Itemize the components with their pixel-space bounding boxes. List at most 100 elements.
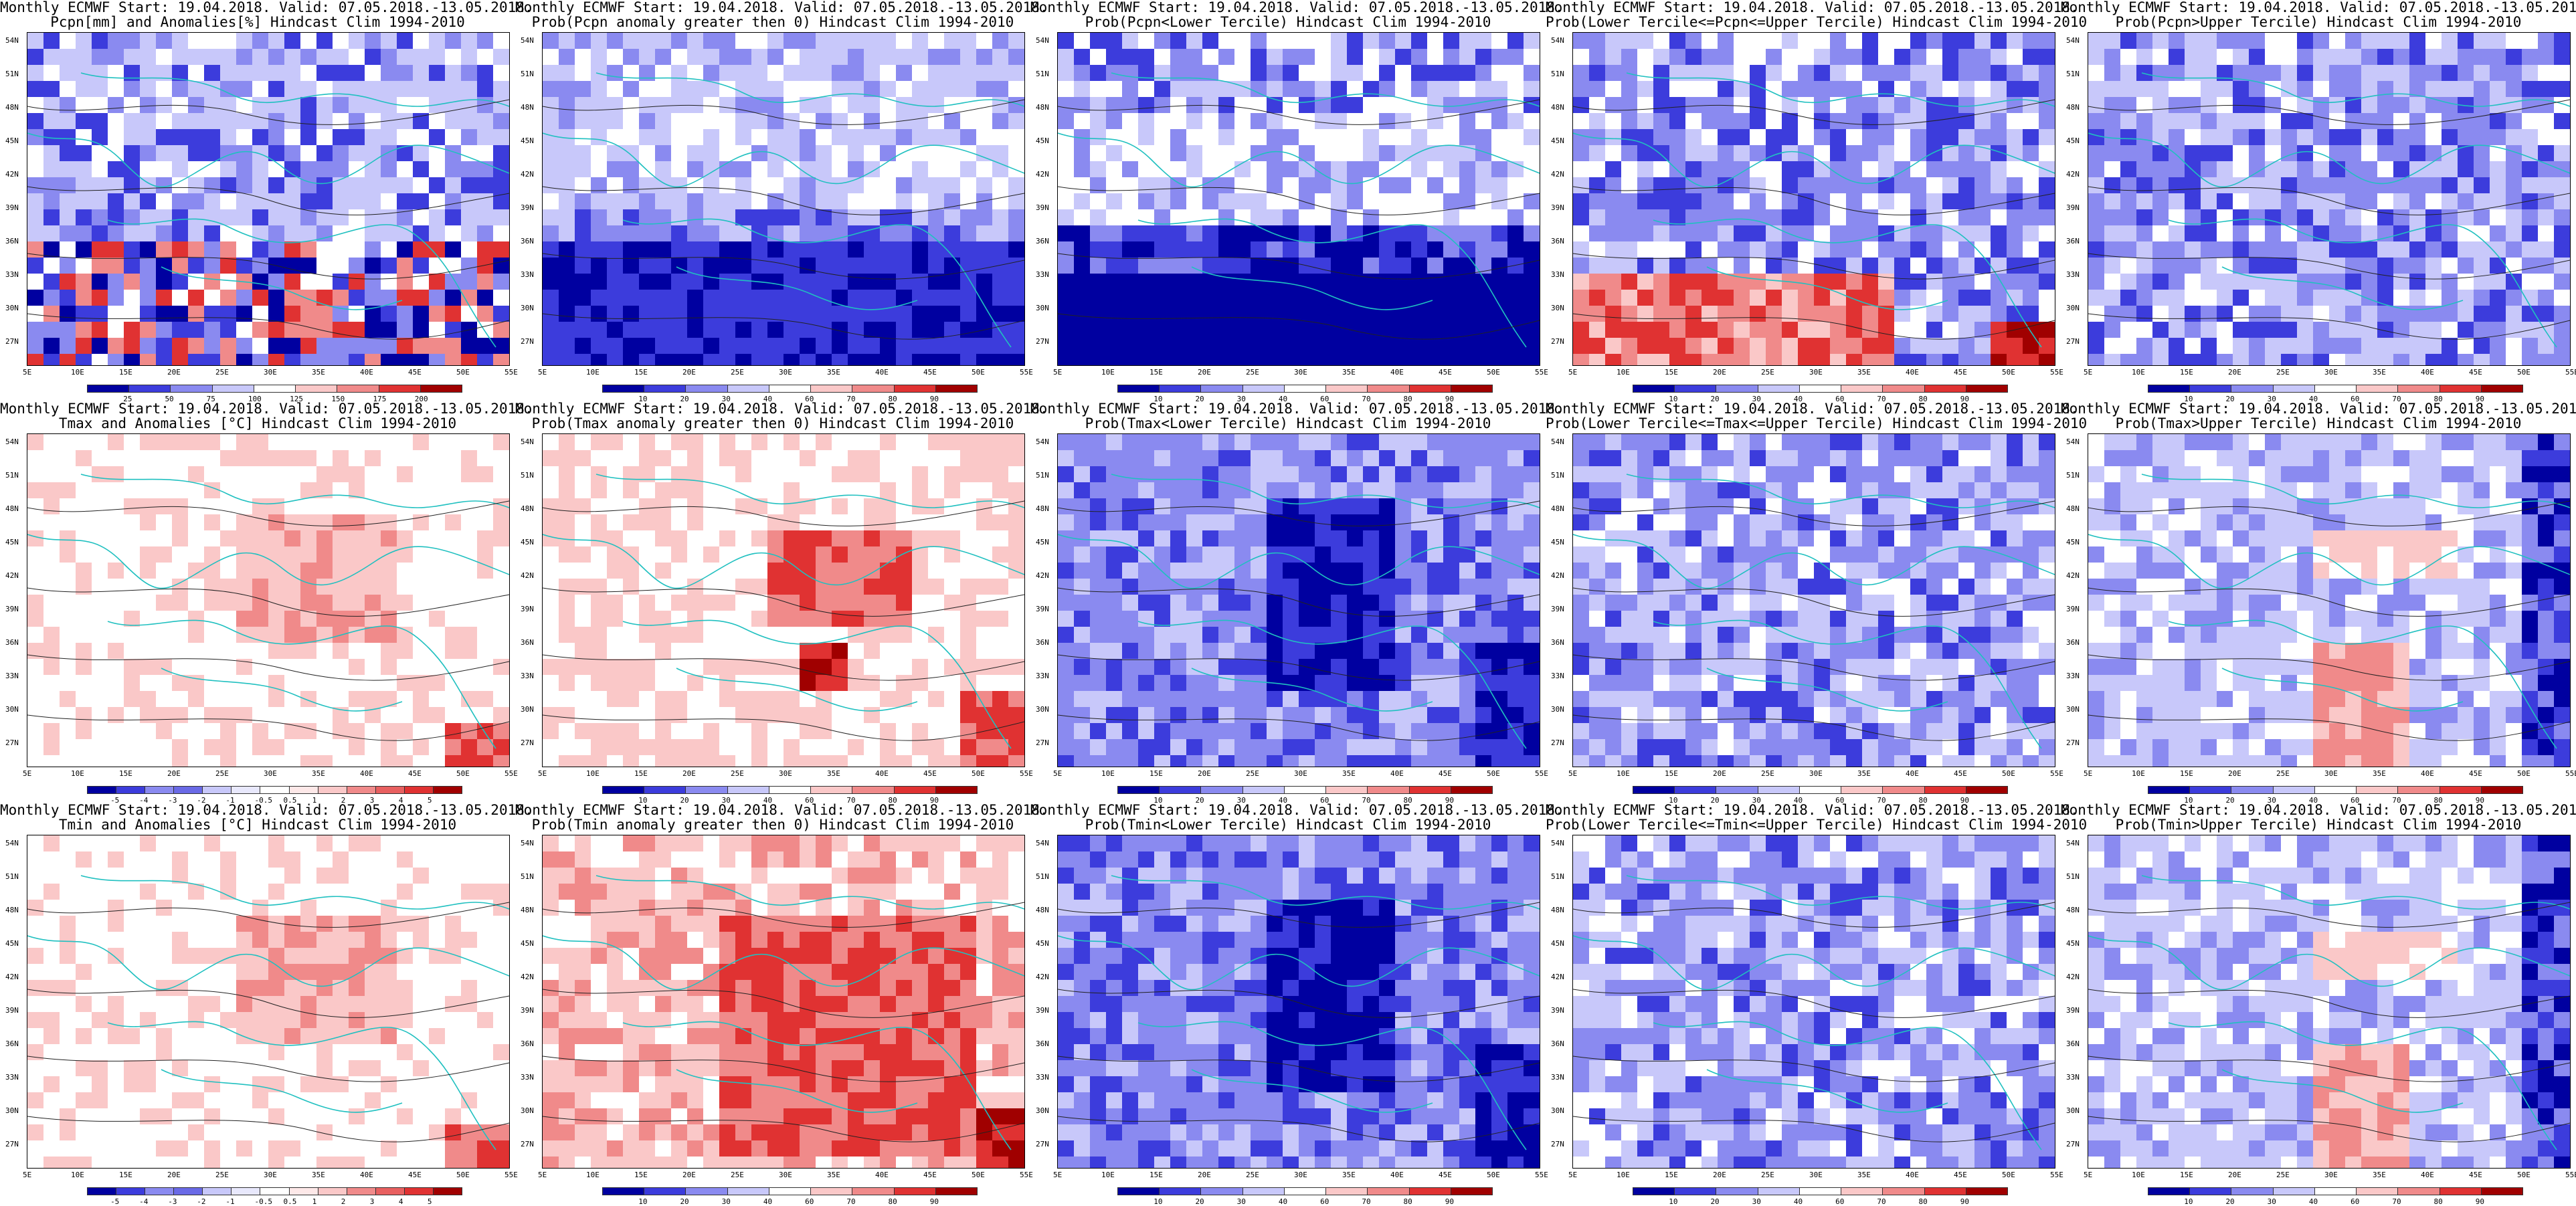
field-cell — [880, 466, 897, 483]
field-cell — [397, 81, 413, 98]
field-cell — [1186, 49, 1203, 66]
field-cell — [445, 338, 462, 355]
colorbar-label: 10 — [2184, 395, 2193, 403]
field-cell — [316, 739, 333, 756]
field-cell — [140, 129, 157, 146]
field-cell — [2538, 354, 2555, 365]
field-cell — [2458, 129, 2474, 146]
colorbar-label: 150 — [331, 395, 345, 403]
field-cell — [976, 65, 993, 82]
field-cell — [591, 595, 608, 611]
lon-tick-label: 40E — [360, 368, 373, 377]
field-cell — [575, 97, 591, 114]
lat-tick-label: 27N — [1036, 337, 1049, 346]
colorbar-label: 10 — [638, 796, 648, 805]
field-cell — [2169, 225, 2185, 242]
field-cell — [2393, 49, 2410, 66]
field-cell — [220, 33, 237, 49]
lat-tick-label: 45N — [2066, 136, 2080, 145]
field-cell — [27, 450, 44, 467]
field-cell — [1653, 97, 1670, 114]
colorbar-segment — [1924, 385, 1966, 393]
field-cell — [944, 434, 961, 451]
field-cell — [333, 530, 349, 547]
field-cell — [687, 177, 704, 194]
field-cell — [655, 691, 672, 708]
field-cell — [2458, 113, 2474, 130]
field-cell — [60, 707, 76, 724]
field-cell — [300, 739, 317, 756]
field-cell — [1685, 258, 1702, 274]
field-cell — [2538, 65, 2555, 82]
field-cell — [848, 274, 864, 290]
field-cell — [92, 241, 108, 258]
field-cell — [1669, 145, 1686, 162]
field-cell — [719, 514, 736, 531]
field-cell — [1299, 193, 1315, 210]
field-cell — [1862, 322, 1879, 338]
field-cell — [1138, 49, 1155, 66]
field-cell — [397, 643, 413, 660]
field-cell — [1315, 274, 1331, 290]
field-cell — [2152, 33, 2169, 49]
contour-line — [543, 253, 1024, 280]
field-cell — [1685, 49, 1702, 66]
field-cell — [349, 65, 365, 82]
field-cell — [992, 514, 1009, 531]
field-cell — [1782, 81, 1799, 98]
field-cell — [960, 161, 977, 178]
field-cell — [719, 595, 736, 611]
field-cell — [816, 546, 832, 563]
field-cell — [397, 177, 413, 194]
field-cell — [397, 659, 413, 676]
field-cell — [477, 450, 494, 467]
field-cell — [880, 691, 897, 708]
field-cell — [349, 49, 365, 66]
field-cell — [2474, 209, 2490, 226]
colorbar-segment — [116, 786, 146, 794]
field-cell — [1411, 258, 1428, 274]
field-cell — [1090, 33, 1107, 49]
field-cell — [1106, 322, 1123, 338]
field-cell — [864, 563, 881, 579]
field-cell — [1718, 161, 1734, 178]
lon-tick-label: 20E — [1713, 368, 1726, 377]
field-cell — [2169, 65, 2185, 82]
field-cell — [349, 145, 365, 162]
field-cell — [252, 322, 269, 338]
field-cell — [928, 595, 945, 611]
panel-title-line1: Monthly ECMWF Start: 19.04.2018. Valid: … — [515, 401, 1048, 417]
field-cell — [1766, 193, 1782, 210]
field-cell — [1718, 274, 1734, 290]
field-cell — [2458, 306, 2474, 322]
field-cell — [1491, 306, 1508, 322]
field-cell — [108, 241, 124, 258]
colorbar-segment — [346, 786, 376, 794]
field-cell — [172, 177, 189, 194]
field-cell — [477, 274, 494, 290]
field-cell — [204, 274, 221, 290]
field-cell — [751, 595, 768, 611]
field-cell — [2506, 306, 2522, 322]
field-cell — [2104, 354, 2121, 365]
field-cell — [2458, 274, 2474, 290]
field-cell — [751, 209, 768, 226]
field-cell — [2474, 177, 2490, 194]
field-cell — [1669, 225, 1686, 242]
field-cell — [1653, 65, 1670, 82]
field-cell — [108, 498, 124, 515]
field-cell — [639, 546, 656, 563]
field-cell — [397, 450, 413, 467]
field-cell — [397, 129, 413, 146]
field-cell — [1379, 466, 1396, 483]
field-cell — [172, 579, 189, 595]
colorbar-label: 30 — [2267, 395, 2276, 403]
field-cell — [60, 643, 76, 660]
field-cell — [2490, 354, 2506, 365]
field-cell — [1910, 322, 1927, 338]
field-cell — [1782, 193, 1799, 210]
field-cell — [1058, 274, 1075, 290]
field-cell — [333, 563, 349, 579]
field-cell — [976, 306, 993, 322]
field-cell — [1459, 354, 1476, 365]
